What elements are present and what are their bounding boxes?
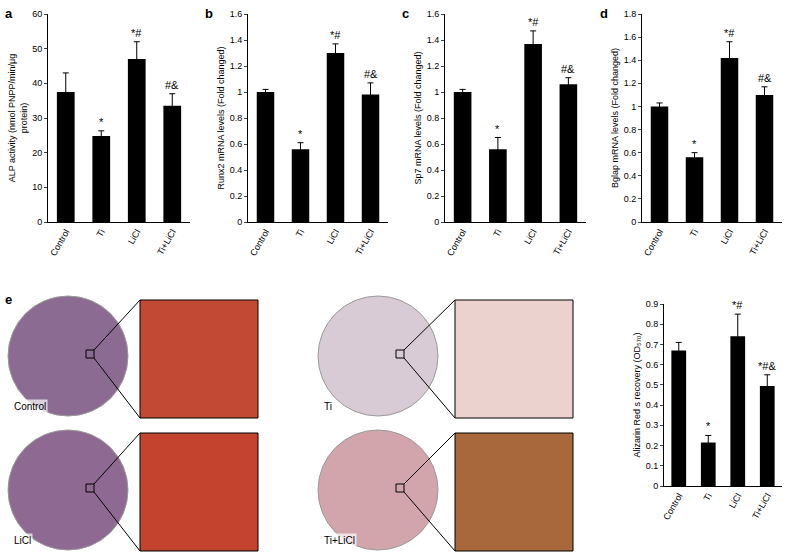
svg-text:Ti: Ti xyxy=(688,228,700,239)
svg-text:#&: #& xyxy=(758,72,772,84)
svg-text:50: 50 xyxy=(32,44,42,54)
svg-text:1: 1 xyxy=(434,87,439,97)
svg-text:c: c xyxy=(402,6,409,21)
svg-text:0.8: 0.8 xyxy=(624,125,637,135)
svg-text:1.6: 1.6 xyxy=(624,32,637,42)
svg-text:0.2: 0.2 xyxy=(624,194,637,204)
svg-text:*#: *# xyxy=(724,27,735,39)
svg-text:1: 1 xyxy=(631,102,636,112)
svg-text:30: 30 xyxy=(32,113,42,123)
svg-text:*: * xyxy=(298,128,303,140)
svg-text:Ti+LiCl: Ti+LiCl xyxy=(748,228,771,257)
svg-text:*: * xyxy=(692,138,697,150)
svg-text:1.8: 1.8 xyxy=(624,9,637,19)
svg-text:1.2: 1.2 xyxy=(427,61,440,71)
svg-text:Runx2 mRNA levels (Fold change: Runx2 mRNA levels (Fold changed) xyxy=(216,46,226,189)
svg-text:*: * xyxy=(495,123,500,135)
svg-text:1.4: 1.4 xyxy=(624,55,637,65)
svg-text:Ti+LiCl: Ti+LiCl xyxy=(354,228,377,257)
svg-text:d: d xyxy=(600,6,608,21)
svg-text:LiCl: LiCl xyxy=(522,228,538,246)
svg-text:0.3: 0.3 xyxy=(646,420,659,430)
svg-text:Ti: Ti xyxy=(324,401,332,412)
svg-text:0.9: 0.9 xyxy=(646,299,659,309)
svg-text:0.4: 0.4 xyxy=(624,171,637,181)
svg-text:Ti: Ti xyxy=(294,228,306,239)
svg-text:e: e xyxy=(5,292,12,307)
svg-text:60: 60 xyxy=(32,9,42,19)
svg-text:0.4: 0.4 xyxy=(646,400,659,410)
svg-text:Ti+LiCl: Ti+LiCl xyxy=(324,535,355,546)
svg-text:0: 0 xyxy=(237,217,242,227)
svg-text:*: * xyxy=(706,420,711,432)
svg-text:LiCl: LiCl xyxy=(14,535,31,546)
svg-text:LiCl: LiCl xyxy=(727,492,743,510)
svg-text:*#&: *#& xyxy=(758,360,776,372)
svg-text:1.6: 1.6 xyxy=(427,9,440,19)
svg-text:Control: Control xyxy=(248,228,271,258)
svg-text:1.6: 1.6 xyxy=(230,9,243,19)
svg-text:#&: #& xyxy=(561,63,575,75)
svg-text:1.4: 1.4 xyxy=(230,35,243,45)
svg-text:1.4: 1.4 xyxy=(427,35,440,45)
svg-text:0.6: 0.6 xyxy=(230,139,243,149)
svg-text:Control: Control xyxy=(48,228,71,258)
svg-text:0.2: 0.2 xyxy=(427,191,440,201)
svg-text:LiCl: LiCl xyxy=(325,228,341,246)
svg-text:Control: Control xyxy=(661,492,684,522)
svg-text:40: 40 xyxy=(32,78,42,88)
svg-text:1.2: 1.2 xyxy=(230,61,243,71)
svg-text:*: * xyxy=(99,116,104,128)
svg-text:Control: Control xyxy=(445,228,468,258)
svg-text:0.1: 0.1 xyxy=(646,461,659,471)
svg-text:Ti+LiCl: Ti+LiCl xyxy=(155,228,178,257)
svg-text:Ti+LiCl: Ti+LiCl xyxy=(750,492,773,521)
svg-text:*#: *# xyxy=(732,299,743,311)
svg-text:0.5: 0.5 xyxy=(646,380,659,390)
svg-text:0.6: 0.6 xyxy=(646,360,659,370)
svg-text:Sp7 mRNA levels (Fold changed): Sp7 mRNA levels (Fold changed) xyxy=(413,51,423,184)
svg-text:0.8: 0.8 xyxy=(230,113,243,123)
svg-text:0.8: 0.8 xyxy=(646,319,659,329)
svg-text:LiCl: LiCl xyxy=(126,228,142,246)
svg-text:0: 0 xyxy=(631,217,636,227)
svg-text:10: 10 xyxy=(32,182,42,192)
svg-text:#&: #& xyxy=(364,68,378,80)
svg-text:0.6: 0.6 xyxy=(624,148,637,158)
svg-text:Bglap mRNA levels (Fold change: Bglap mRNA levels (Fold changed) xyxy=(610,48,620,188)
svg-text:LiCl: LiCl xyxy=(719,228,735,246)
svg-text:0.4: 0.4 xyxy=(230,165,243,175)
svg-text:0.2: 0.2 xyxy=(230,191,243,201)
svg-text:0: 0 xyxy=(653,481,658,491)
svg-text:a: a xyxy=(5,6,13,21)
svg-text:1.2: 1.2 xyxy=(624,78,637,88)
svg-text:Alizarin Red s recovery (OD₅₇₀: Alizarin Red s recovery (OD₅₇₀) xyxy=(632,333,642,458)
svg-text:0: 0 xyxy=(434,217,439,227)
svg-text:Ti: Ti xyxy=(95,228,107,239)
svg-text:0.4: 0.4 xyxy=(427,165,440,175)
svg-text:Control: Control xyxy=(642,228,665,258)
svg-text:Control: Control xyxy=(14,401,46,412)
svg-text:*#: *# xyxy=(131,27,142,39)
svg-text:#&: #& xyxy=(165,79,179,91)
svg-text:Ti: Ti xyxy=(491,228,503,239)
svg-text:ALP activity (nmol PNPP/min/μg: ALP activity (nmol PNPP/min/μgprotein) xyxy=(7,54,29,183)
svg-text:b: b xyxy=(205,6,213,21)
svg-text:0: 0 xyxy=(37,217,42,227)
svg-text:*#: *# xyxy=(528,16,539,28)
svg-text:1: 1 xyxy=(237,87,242,97)
svg-text:0.7: 0.7 xyxy=(646,340,659,350)
svg-text:20: 20 xyxy=(32,148,42,158)
svg-text:0.2: 0.2 xyxy=(646,441,659,451)
svg-text:0.6: 0.6 xyxy=(427,139,440,149)
svg-text:0.8: 0.8 xyxy=(427,113,440,123)
svg-text:Ti+LiCl: Ti+LiCl xyxy=(551,228,574,257)
svg-text:*#: *# xyxy=(330,29,341,41)
svg-text:Ti: Ti xyxy=(702,492,714,503)
